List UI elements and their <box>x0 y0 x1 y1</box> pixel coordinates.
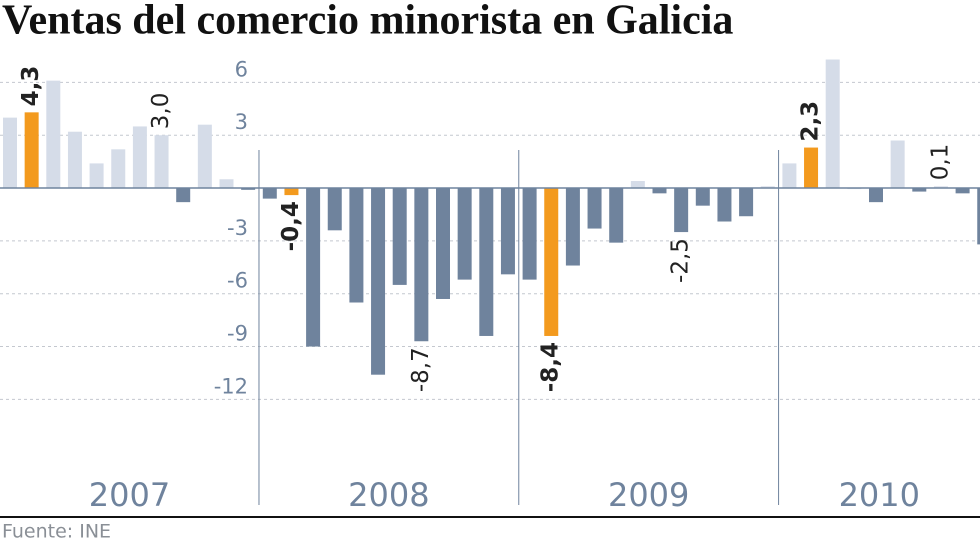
bar <box>760 186 775 189</box>
y-tick-label: -3 <box>227 216 248 240</box>
bar <box>695 188 710 206</box>
bar <box>111 149 126 189</box>
year-label: 2007 <box>89 476 170 514</box>
y-tick-label: -12 <box>214 374 248 398</box>
source: Fuente: INE <box>2 521 111 543</box>
bar <box>284 188 299 196</box>
bar <box>630 181 645 189</box>
bar <box>197 124 212 189</box>
bar <box>3 117 17 189</box>
year-label: 2009 <box>608 476 689 514</box>
value-label: 2,3 <box>798 101 824 142</box>
bar <box>436 188 450 299</box>
bar <box>414 188 429 342</box>
year-label: 2008 <box>348 476 429 514</box>
bar <box>890 140 905 189</box>
year-label: 2010 <box>839 476 920 514</box>
bar <box>327 188 342 231</box>
bar <box>392 188 407 285</box>
bar <box>24 112 39 189</box>
bar <box>306 188 321 347</box>
bar <box>46 80 61 189</box>
bar <box>544 188 559 336</box>
value-label: -0,4 <box>278 201 304 251</box>
bar <box>479 188 494 336</box>
bar <box>219 179 234 189</box>
y-tick-label: 6 <box>235 57 248 81</box>
value-label: -8,7 <box>408 347 434 392</box>
bar <box>371 188 386 375</box>
bar <box>457 188 472 280</box>
chart-title: Ventas del comercio minorista en Galicia <box>2 0 733 44</box>
bar <box>977 188 980 245</box>
bar <box>349 188 364 303</box>
bar <box>912 188 927 192</box>
bar <box>609 188 624 243</box>
bar <box>154 135 169 189</box>
bar <box>67 131 82 189</box>
bar <box>933 186 948 189</box>
bar <box>652 188 667 194</box>
value-label: 0,1 <box>927 144 953 181</box>
bar <box>674 188 689 233</box>
value-label: -8,4 <box>538 342 564 392</box>
bar <box>955 188 970 194</box>
bar <box>782 163 797 189</box>
bar <box>739 188 754 217</box>
y-tick-label: 3 <box>235 110 248 134</box>
value-label: -2,5 <box>668 238 694 283</box>
bar <box>262 188 277 199</box>
bar <box>132 126 147 189</box>
bar <box>587 188 602 229</box>
y-tick-label: -9 <box>227 322 248 346</box>
bar <box>717 188 732 222</box>
bar <box>825 59 840 189</box>
bar <box>89 163 104 189</box>
bar <box>565 188 580 266</box>
bar <box>869 188 883 203</box>
bar <box>804 147 819 189</box>
value-label: 4,3 <box>18 66 44 107</box>
bar <box>522 188 537 280</box>
bar <box>176 188 191 203</box>
bar <box>241 188 256 190</box>
y-tick-label: -6 <box>227 269 248 293</box>
bar <box>500 188 515 275</box>
value-label: 3,0 <box>148 93 174 130</box>
